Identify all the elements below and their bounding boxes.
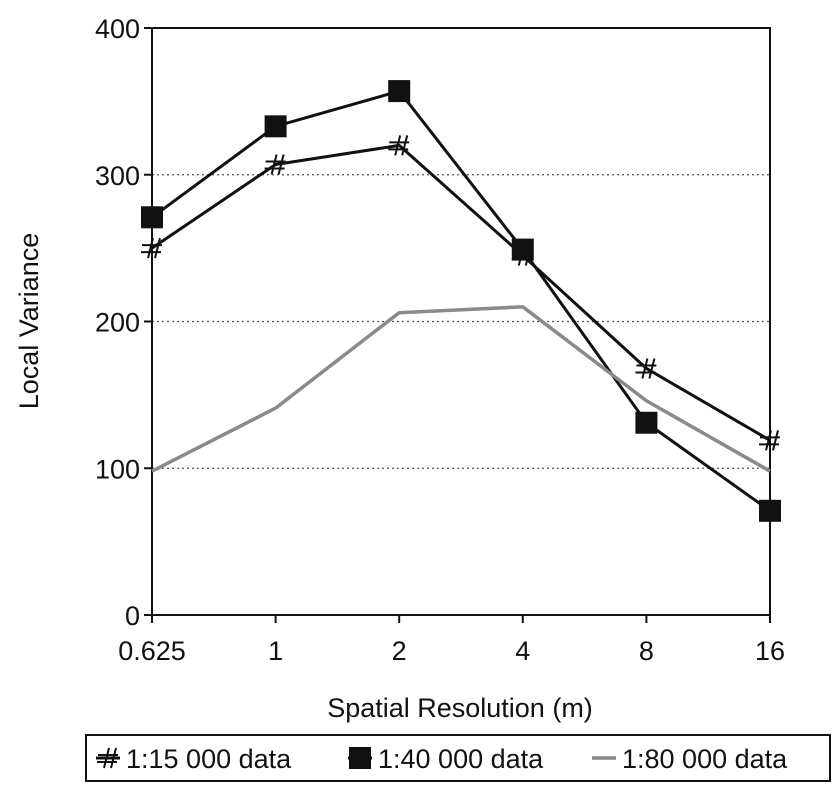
data-point-square bbox=[635, 411, 658, 434]
data-point-square bbox=[511, 238, 534, 261]
series-group bbox=[141, 80, 781, 522]
data-point-square bbox=[141, 206, 163, 229]
y-tick-label: 300 bbox=[95, 161, 140, 191]
data-point-hash bbox=[759, 430, 780, 451]
data-point-hash bbox=[388, 135, 410, 156]
hash-stroke bbox=[772, 430, 779, 451]
y-tick-label: 400 bbox=[95, 14, 140, 44]
series-line bbox=[151, 143, 771, 442]
legend-swatch-hash bbox=[97, 747, 118, 769]
legend-item-2: 1:80 000 data bbox=[592, 744, 788, 774]
hash-stroke bbox=[147, 237, 154, 259]
series-0 bbox=[141, 135, 780, 451]
data-point-hash bbox=[635, 358, 657, 379]
legend-item-1: 1:40 000 data bbox=[348, 744, 544, 774]
x-axis-ticks: 0.625 1 2 4 8 16 bbox=[118, 615, 785, 666]
hash-stroke bbox=[401, 135, 409, 156]
data-point-hash bbox=[141, 237, 162, 259]
data-point-square bbox=[388, 80, 411, 103]
legend-box bbox=[85, 734, 831, 782]
legend: 1:15 000 data 1:40 000 data 1:80 000 data bbox=[85, 734, 831, 782]
hash-stroke bbox=[270, 154, 278, 175]
hash-stroke bbox=[154, 237, 161, 259]
x-tick-label: 2 bbox=[392, 636, 407, 666]
legend-label: 1:80 000 data bbox=[622, 744, 788, 774]
x-tick-label: 16 bbox=[755, 636, 785, 666]
y-axis-title: Local Variance bbox=[14, 233, 44, 410]
gridlines bbox=[152, 174, 770, 469]
series-line bbox=[151, 89, 771, 513]
y-tick-label: 0 bbox=[125, 601, 140, 631]
legend-swatch-square bbox=[349, 747, 371, 769]
series-2 bbox=[151, 305, 771, 473]
x-tick-label: 4 bbox=[515, 636, 530, 666]
series-1 bbox=[141, 80, 781, 522]
y-axis-ticks: 0 100 200 300 400 bbox=[95, 14, 152, 631]
y-tick-label: 100 bbox=[95, 454, 140, 484]
hash-stroke bbox=[110, 747, 117, 769]
hash-stroke bbox=[394, 135, 402, 156]
series-line bbox=[151, 305, 771, 473]
hash-stroke bbox=[765, 430, 772, 451]
hash-stroke bbox=[641, 358, 649, 379]
legend-label: 1:15 000 data bbox=[126, 744, 292, 774]
legend-item-0: 1:15 000 data bbox=[96, 744, 292, 774]
x-tick-label: 0.625 bbox=[118, 636, 186, 666]
legend-items: 1:15 000 data 1:40 000 data 1:80 000 data bbox=[96, 744, 788, 774]
x-tick-label: 8 bbox=[639, 636, 654, 666]
hash-stroke bbox=[103, 747, 110, 769]
x-tick-label: 1 bbox=[268, 636, 283, 666]
hash-stroke bbox=[648, 358, 656, 379]
data-point-square bbox=[759, 499, 781, 522]
x-axis-title: Spatial Resolution (m) bbox=[327, 693, 593, 723]
data-point-square bbox=[264, 115, 287, 138]
data-point-hash bbox=[264, 154, 286, 175]
hash-stroke bbox=[277, 154, 285, 175]
legend-label: 1:40 000 data bbox=[378, 744, 544, 774]
y-tick-label: 200 bbox=[95, 308, 140, 338]
